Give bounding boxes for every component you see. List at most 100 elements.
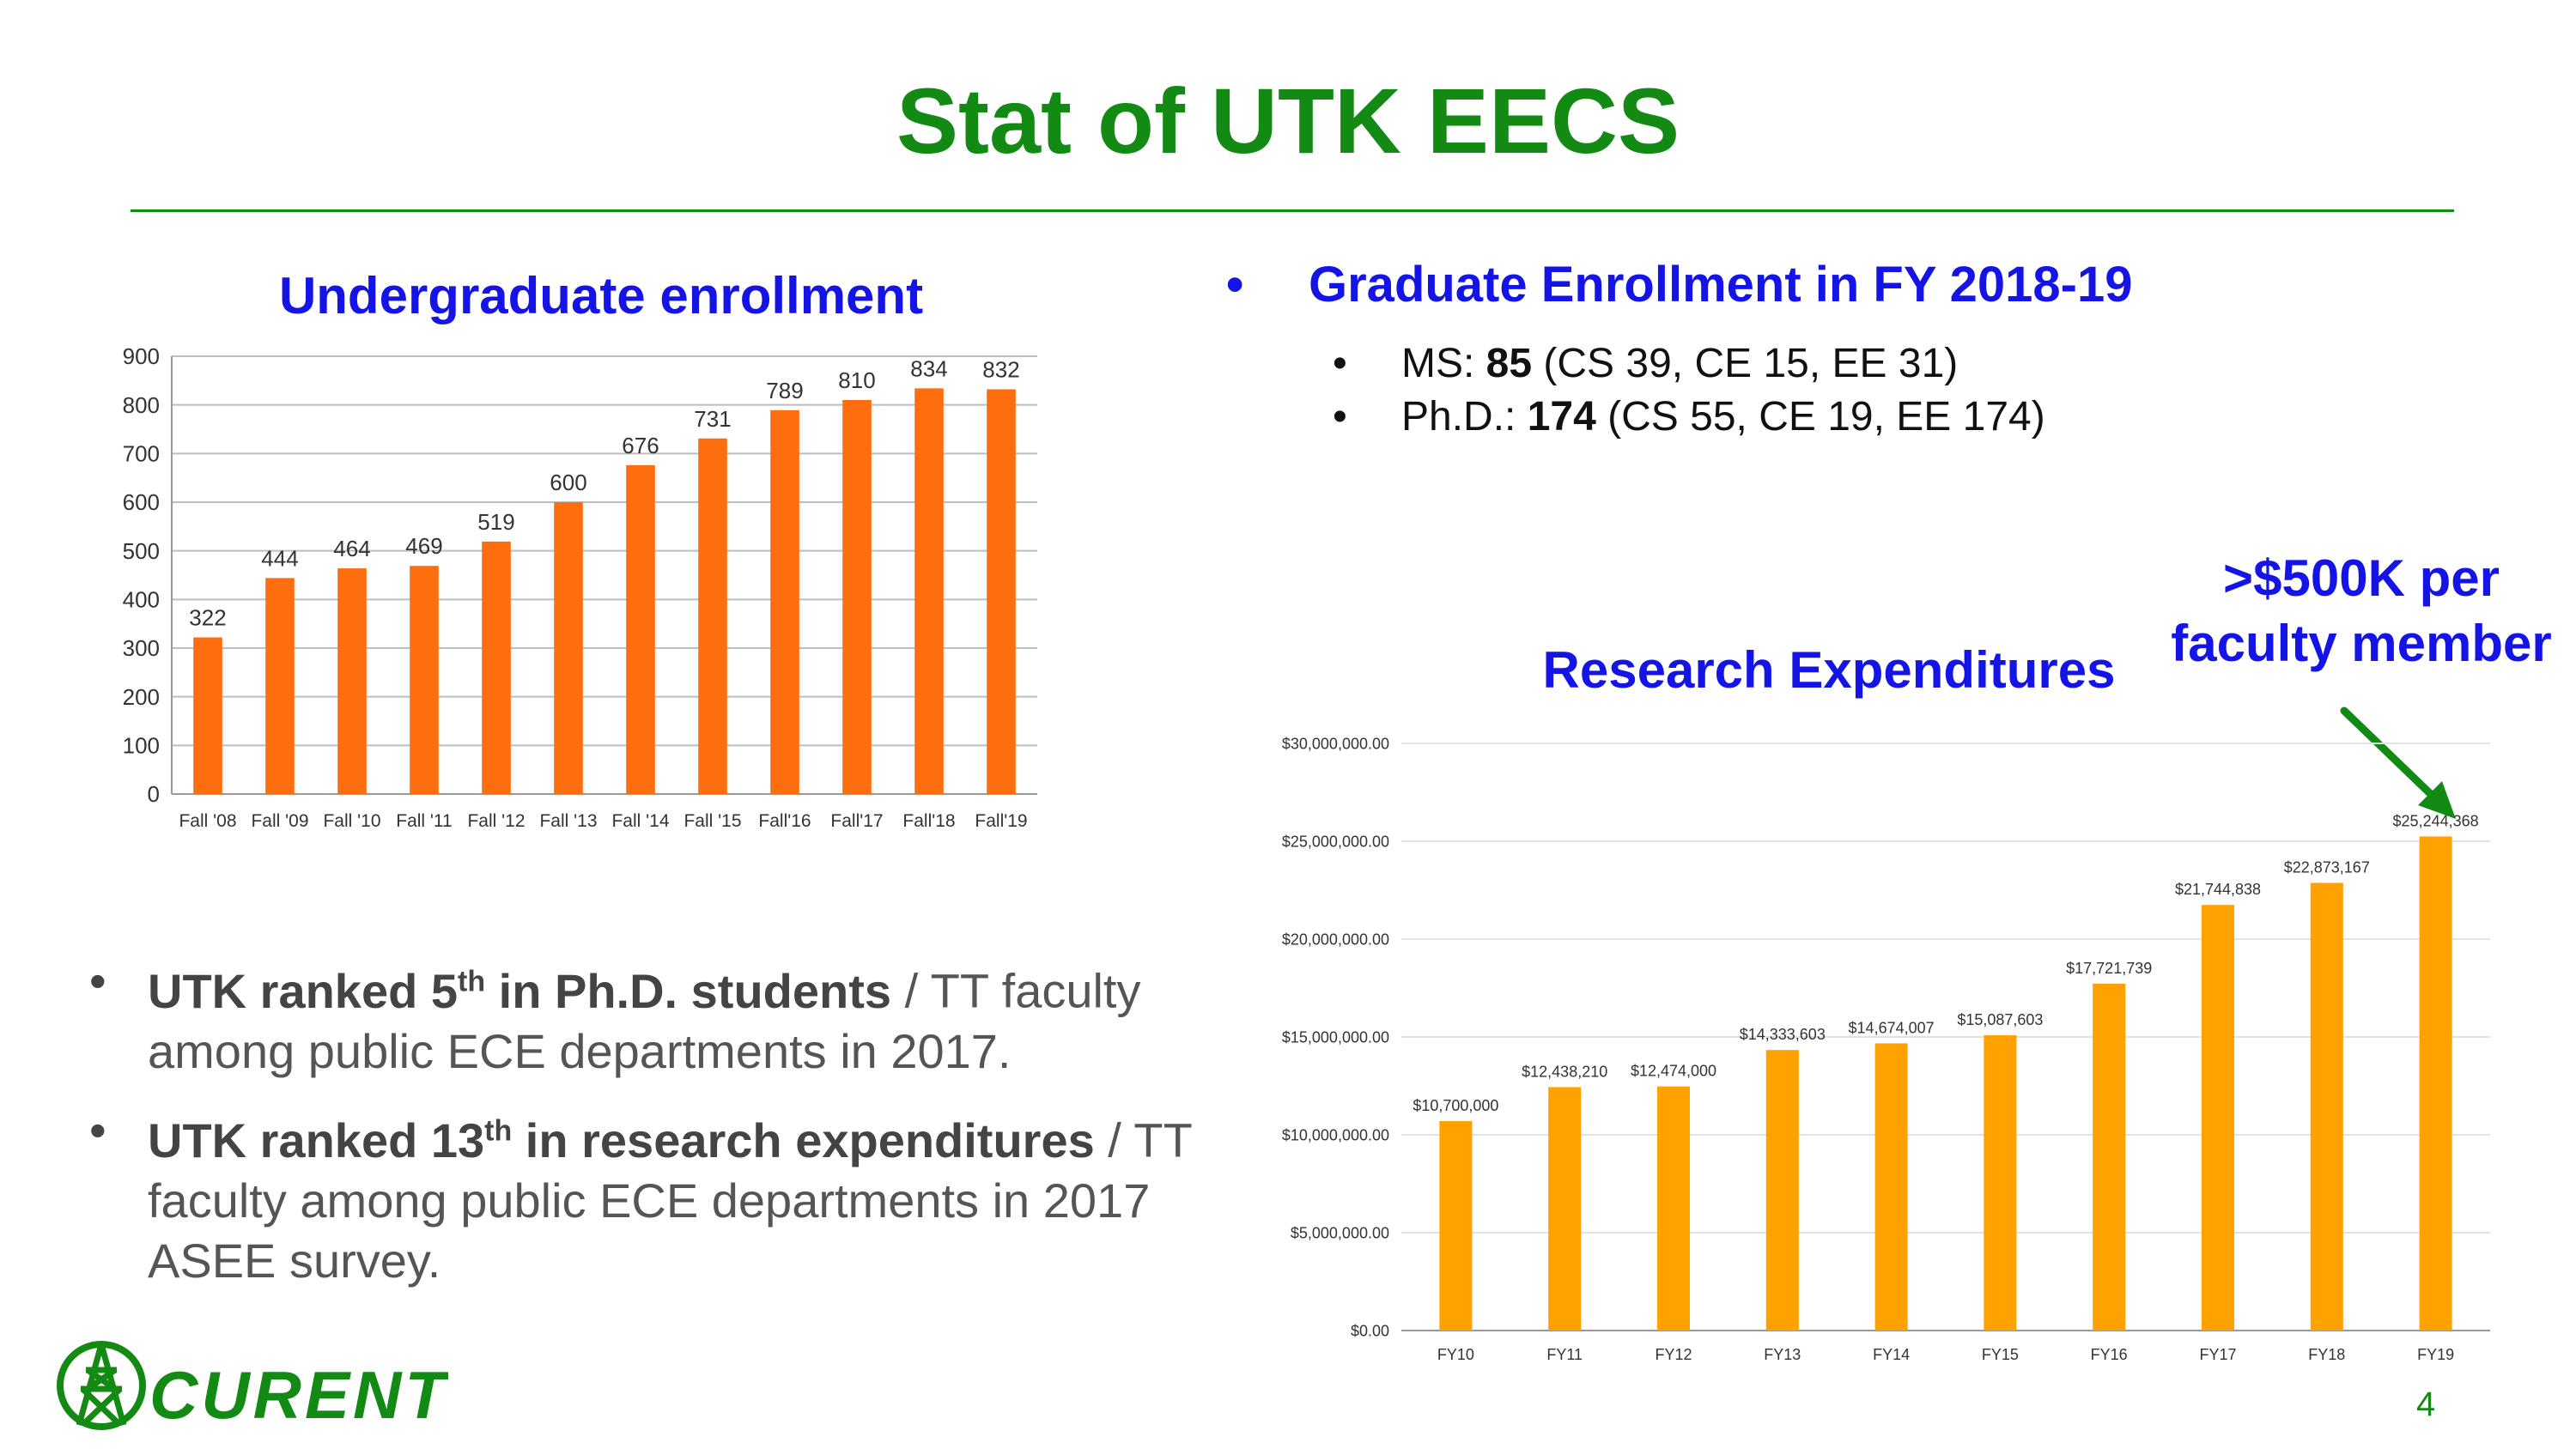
- re-data-label: $22,873,167: [2284, 858, 2370, 876]
- re-x-tick-label: FY12: [1655, 1346, 1692, 1363]
- ug-data-label: 731: [694, 406, 731, 432]
- bullet-dot: •: [89, 954, 106, 1008]
- re-x-tick-label: FY11: [1546, 1346, 1583, 1363]
- re-bar: [1765, 1050, 1799, 1331]
- bullet-dot: •: [1333, 394, 1347, 440]
- ranking-research-rest: / TT faculty among public ECE department…: [148, 1113, 1192, 1288]
- re-x-tick-label: FY16: [2091, 1346, 2128, 1363]
- re-bar: [2093, 983, 2126, 1331]
- ug-data-label: 519: [477, 509, 514, 535]
- callout-text: >$500K per faculty member: [2147, 546, 2576, 676]
- ug-x-tick-label: Fall '15: [683, 811, 741, 831]
- ranking-research-sup: th: [484, 1114, 513, 1147]
- callout-line-1: >$500K per: [2223, 549, 2500, 607]
- research-expenditures-chart: $0.00 $5,000,000.00 $10,000,000.00 $15,000,…: [1282, 735, 2490, 1363]
- ug-x-tick-label: Fall'18: [902, 811, 955, 831]
- ug-y-tick-label: 900: [123, 343, 160, 369]
- phd-line-text: Ph.D.: 174 (CS 55, CE 19, EE 174): [1401, 393, 2045, 440]
- re-data-label: $21,744,838: [2175, 881, 2261, 898]
- phd-detail: (CS 55, CE 19, EE 174): [1595, 394, 2045, 440]
- ug-x-tick-label: Fall '10: [323, 811, 380, 831]
- re-x-tick-label: FY15: [1982, 1346, 2019, 1363]
- ug-bar: [987, 389, 1016, 794]
- ug-bar: [770, 409, 799, 794]
- re-x-tick-label: FY18: [2308, 1346, 2345, 1363]
- re-bar: [2201, 905, 2235, 1331]
- ms-label: MS:: [1401, 341, 1486, 386]
- ranking-research-bold: UTK ranked 13: [148, 1113, 485, 1167]
- ug-x-tick-label: Fall'16: [758, 811, 811, 831]
- ug-data-label: 600: [550, 470, 586, 495]
- ms-line-text: MS: 85 (CS 39, CE 15, EE 31): [1401, 340, 1958, 387]
- ug-y-tick-label: 200: [123, 684, 160, 710]
- ug-bar: [482, 541, 511, 794]
- phd-value: 174: [1527, 394, 1596, 440]
- ug-y-tick-label: 0: [148, 781, 160, 807]
- graduate-heading-text: Graduate Enrollment in FY 2018-19: [1309, 257, 2133, 312]
- ug-x-tick-label: Fall '08: [179, 811, 236, 831]
- page-number: 4: [2416, 1385, 2436, 1423]
- ug-x-tick-label: Fall '11: [396, 811, 452, 831]
- callout-line-2: faculty member: [2171, 615, 2552, 672]
- re-data-label: $14,674,007: [1849, 1019, 1935, 1036]
- ug-x-tick-label: Fall '09: [251, 811, 308, 831]
- re-bar: [1874, 1043, 1908, 1331]
- ranking-phd-bold-post: in Ph.D. students: [485, 963, 892, 1018]
- re-x-tick-label: FY10: [1437, 1346, 1474, 1363]
- re-data-label: $10,700,000: [1413, 1097, 1498, 1114]
- ug-data-label: 469: [405, 533, 442, 559]
- re-data-label: $17,721,739: [2066, 960, 2152, 977]
- curent-logo: CURENT: [57, 1341, 448, 1433]
- phd-label: Ph.D.:: [1401, 394, 1528, 440]
- re-data-label: $14,333,603: [1740, 1026, 1826, 1043]
- ug-x-tick-label: Fall '12: [467, 811, 525, 831]
- ug-y-tick-label: 800: [123, 392, 160, 418]
- page-title: Stat of UTK EECS: [896, 69, 1680, 173]
- re-bar: [1984, 1035, 2017, 1331]
- ug-bar: [554, 502, 583, 794]
- re-y-tick-label: $10,000,000.00: [1282, 1126, 1389, 1143]
- re-y-tick-label: $30,000,000.00: [1282, 735, 1389, 752]
- ug-bar: [842, 400, 872, 794]
- ug-x-tick-label: Fall'19: [975, 811, 1027, 831]
- ug-bar: [626, 464, 655, 794]
- ug-data-label: 810: [838, 367, 875, 393]
- undergrad-chart-title: Undergraduate enrollment: [278, 267, 924, 324]
- ug-data-label: 444: [261, 545, 298, 571]
- re-x-tick-label: FY13: [1764, 1346, 1801, 1363]
- ug-data-label: 464: [333, 536, 370, 561]
- ug-x-tick-label: Fall '14: [611, 811, 669, 831]
- ug-bar: [265, 578, 295, 794]
- logo-wordmark: CURENT: [149, 1357, 448, 1433]
- undergrad-enrollment-chart: 0 100 200 300 400 500 600 700 800 900 322 Fall '08 4…: [123, 343, 1037, 831]
- ug-y-tick-label: 500: [123, 538, 160, 564]
- re-data-label: $12,438,210: [1522, 1063, 1607, 1080]
- ug-data-label: 676: [622, 433, 659, 458]
- ranking-item-phd: • UTK ranked 5th in Ph.D. students / TT …: [89, 951, 1264, 1082]
- ranking-phd-bold: UTK ranked 5: [148, 963, 458, 1018]
- re-bar: [1548, 1087, 1582, 1331]
- ug-bar: [914, 388, 944, 794]
- title-divider: [131, 209, 2454, 212]
- re-bar: [1439, 1121, 1473, 1331]
- re-bar: [2419, 836, 2452, 1331]
- ug-data-label: 789: [766, 378, 803, 403]
- ranking-phd-sup: th: [458, 965, 486, 997]
- re-x-tick-label: FY19: [2417, 1346, 2454, 1363]
- ug-bar: [698, 438, 727, 794]
- ug-bar: [410, 566, 439, 794]
- ug-bar: [193, 637, 222, 794]
- re-bar: [1656, 1086, 1691, 1331]
- re-x-tick-label: FY14: [1873, 1346, 1910, 1363]
- re-x-tick-label: FY17: [2199, 1346, 2236, 1363]
- ug-data-label: 322: [189, 605, 226, 631]
- re-y-tick-label: $0.00: [1351, 1322, 1389, 1339]
- ug-y-tick-label: 700: [123, 440, 160, 466]
- bullet-dot: •: [1333, 341, 1347, 386]
- re-data-label: $12,474,000: [1631, 1063, 1716, 1080]
- re-y-tick-label: $15,000,000.00: [1282, 1028, 1389, 1046]
- re-data-label: $25,244,368: [2393, 812, 2479, 829]
- re-bar: [2310, 882, 2343, 1331]
- ug-y-tick-label: 100: [123, 732, 160, 758]
- ug-y-tick-label: 300: [123, 635, 160, 661]
